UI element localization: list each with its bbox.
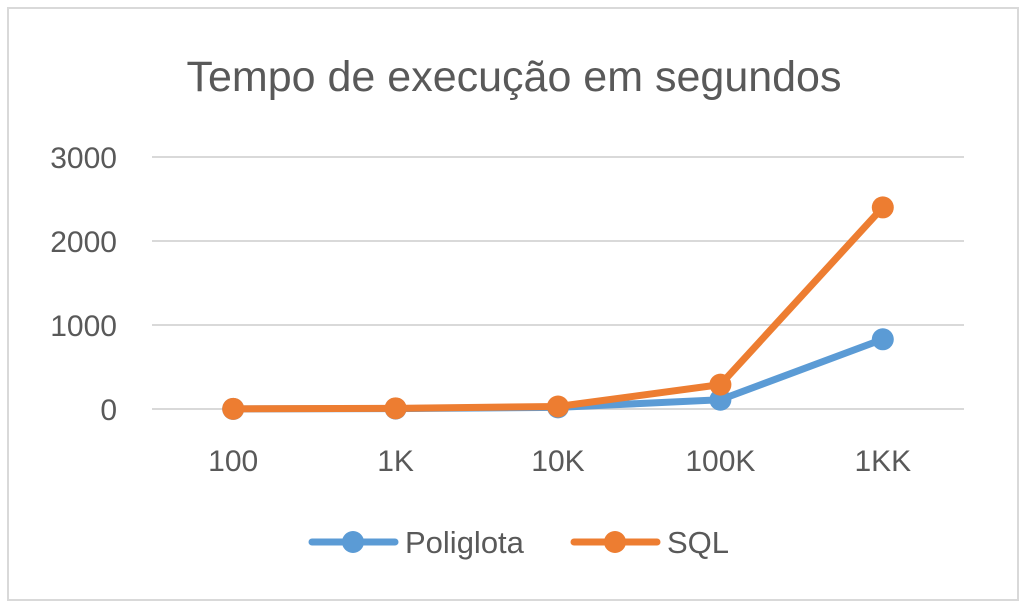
data-point [871,196,894,219]
chart-frame [7,7,1019,601]
data-point [384,397,407,420]
x-tick-label: 100K [685,445,755,478]
x-tick-label: 1KK [854,445,911,478]
x-tick-label: 1K [377,445,414,478]
data-point [709,388,732,411]
chart-title: Tempo de execução em segundos [187,53,842,101]
legend-label: SQL [667,525,729,560]
series-sql [222,196,894,420]
legend-item: Poliglota [308,525,525,560]
legend: Poliglota SQL [308,525,729,560]
y-tick-label: 0 [100,394,117,427]
data-point [871,328,894,351]
legend-swatch-marker [342,531,364,553]
y-tick-label: 1000 [50,310,117,343]
data-point [547,395,569,418]
data-point [222,397,245,420]
legend-swatch-marker [604,531,626,553]
data-point [709,373,732,396]
gridlines [152,156,964,410]
y-tick-label: 2000 [50,226,117,259]
legend-label: Poliglota [405,525,525,560]
legend-item: SQL [570,525,729,560]
y-tick-label: 3000 [50,142,117,175]
x-tick-label: 10K [531,445,584,478]
x-axis-ticks: 100 1K 10K 100K 1KK [208,445,911,478]
x-tick-label: 100 [208,445,258,478]
series-group [222,196,894,420]
y-axis-ticks: 0 1000 2000 3000 [50,142,117,427]
